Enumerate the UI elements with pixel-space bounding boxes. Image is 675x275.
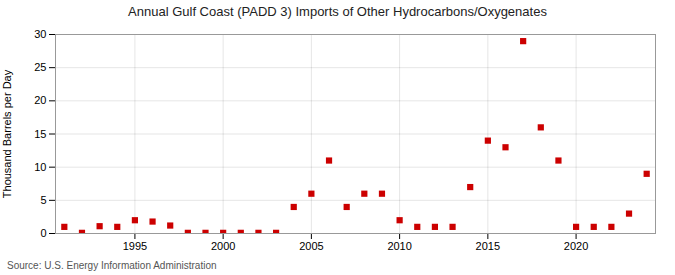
html-text:Annual Gulf Coast (PADD 3) Imp: Annual Gulf Coast (PADD 3) Imports of Ot…: [128, 4, 547, 19]
svg-text:20: 20: [34, 94, 46, 106]
svg-text:2015: 2015: [476, 240, 500, 252]
html-text:Source: U.S. Energy Informatio: Source: U.S. Energy Information Administ…: [7, 260, 217, 271]
svg-text:0: 0: [40, 227, 46, 239]
svg-text:30: 30: [34, 28, 46, 40]
svg-text:10: 10: [34, 161, 46, 173]
svg-text:2010: 2010: [387, 240, 411, 252]
svg-text:25: 25: [34, 61, 46, 73]
svg-text:1995: 1995: [123, 240, 147, 252]
svg-text:Thousand Barrels per Day: Thousand Barrels per Day: [1, 69, 13, 198]
svg-text:15: 15: [34, 128, 46, 140]
svg-text:2005: 2005: [299, 240, 323, 252]
svg-text:2000: 2000: [211, 240, 235, 252]
svg-text:2020: 2020: [564, 240, 588, 252]
svg-text:5: 5: [40, 194, 46, 206]
